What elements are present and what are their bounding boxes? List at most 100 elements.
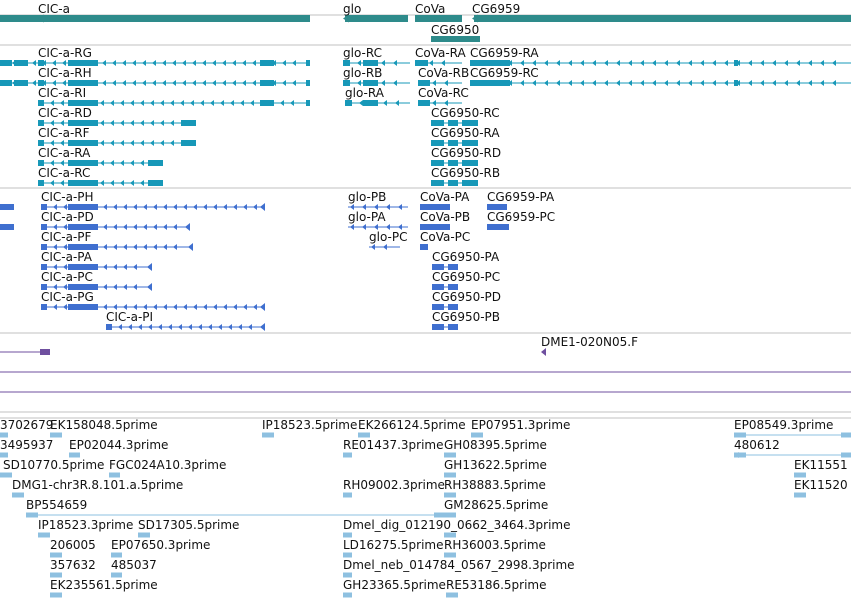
cdna-strand-arrow[interactable] bbox=[43, 204, 47, 210]
cdna-strand-arrow[interactable] bbox=[398, 224, 402, 230]
tx-strand-arrow[interactable] bbox=[50, 140, 54, 146]
label-est-re53186[interactable]: RE53186.5prime bbox=[446, 578, 547, 592]
tx-exon[interactable] bbox=[462, 120, 478, 126]
cdna-strand-arrow[interactable] bbox=[103, 244, 107, 250]
tx-strand-arrow[interactable] bbox=[222, 60, 226, 66]
label-est-485037[interactable]: 485037 bbox=[111, 558, 157, 572]
tx-strand-arrow[interactable] bbox=[676, 60, 680, 66]
label-tx-cic-a-rf[interactable]: CIC-a-RF bbox=[38, 126, 90, 140]
cdna-strand-arrow[interactable] bbox=[103, 224, 107, 230]
cdna-cg6959-exon[interactable] bbox=[487, 204, 507, 210]
est-block[interactable] bbox=[50, 592, 62, 598]
tx-exon[interactable] bbox=[181, 120, 196, 126]
tx-strand-arrow[interactable] bbox=[80, 100, 84, 106]
tx-strand-arrow[interactable] bbox=[50, 100, 54, 106]
cdna-strand-arrow[interactable] bbox=[198, 324, 202, 330]
cdna-strand-arrow[interactable] bbox=[63, 264, 67, 270]
cdna-strand-arrow[interactable] bbox=[163, 304, 167, 310]
est-block[interactable] bbox=[343, 592, 352, 598]
cdna-strand-arrow[interactable] bbox=[123, 264, 127, 270]
cdna-strand-arrow[interactable] bbox=[238, 324, 242, 330]
tx-strand-arrow[interactable] bbox=[92, 80, 96, 86]
tx-strand-arrow[interactable] bbox=[122, 60, 126, 66]
tx-strand-arrow[interactable] bbox=[32, 80, 36, 86]
tx-strand-arrow[interactable] bbox=[532, 80, 536, 86]
cdna-strand-arrow[interactable] bbox=[43, 224, 47, 230]
label-est-gm28625[interactable]: GM28625.5prime bbox=[444, 498, 549, 512]
tx-strand-arrow[interactable] bbox=[432, 100, 436, 106]
tx-strand-arrow[interactable] bbox=[796, 80, 800, 86]
tx-strand-arrow[interactable] bbox=[220, 100, 224, 106]
est-block[interactable] bbox=[444, 552, 456, 558]
tx-strand-arrow[interactable] bbox=[604, 60, 608, 66]
tx-strand-arrow[interactable] bbox=[130, 160, 134, 166]
label-est-ek11520[interactable]: EK11520 bbox=[794, 478, 848, 492]
cdna-strand-arrow[interactable] bbox=[133, 224, 137, 230]
cdna-strand-arrow[interactable] bbox=[53, 224, 57, 230]
cdna-strand-arrow[interactable] bbox=[103, 264, 107, 270]
cdna-cg6959-exon[interactable] bbox=[487, 224, 509, 230]
tx-strand-arrow[interactable] bbox=[616, 80, 620, 86]
tx-strand-arrow[interactable] bbox=[688, 60, 692, 66]
label-cdna-glo-pa[interactable]: glo-PA bbox=[348, 210, 386, 224]
tx-strand-arrow[interactable] bbox=[357, 80, 361, 86]
cdna-strand-arrow[interactable] bbox=[103, 204, 107, 210]
tx-strand-arrow[interactable] bbox=[232, 60, 236, 66]
est-block[interactable] bbox=[444, 532, 456, 538]
cdna-strand-arrow[interactable] bbox=[233, 304, 237, 310]
cdna-strand-arrow[interactable] bbox=[133, 264, 137, 270]
tx-strand-arrow[interactable] bbox=[90, 180, 94, 186]
est-block[interactable] bbox=[343, 552, 352, 558]
tx-strand-arrow[interactable] bbox=[140, 100, 144, 106]
cdna-strand-arrow[interactable] bbox=[113, 244, 117, 250]
est-block[interactable] bbox=[0, 472, 12, 478]
cdna-strand-arrow[interactable] bbox=[243, 304, 247, 310]
cdna-strand-arrow[interactable] bbox=[103, 304, 107, 310]
label-cdna-glo-pb[interactable]: glo-PB bbox=[348, 190, 387, 204]
label-est-ep02044[interactable]: EP02044.3prime bbox=[69, 438, 169, 452]
tx-strand-arrow[interactable] bbox=[272, 80, 276, 86]
label-est-ip18523-a[interactable]: IP18523.5prime bbox=[262, 418, 358, 432]
gene-arrow-glo[interactable] bbox=[343, 14, 349, 23]
cdna-strand-arrow[interactable] bbox=[371, 244, 375, 250]
cdna-strand-arrow[interactable] bbox=[133, 244, 137, 250]
tx-strand-arrow[interactable] bbox=[712, 60, 716, 66]
label-cdna-cic-a-pg[interactable]: CIC-a-PG bbox=[41, 290, 94, 304]
tx-exon[interactable] bbox=[148, 160, 163, 166]
tx-strand-arrow[interactable] bbox=[544, 80, 548, 86]
tx-exon[interactable] bbox=[343, 80, 350, 86]
tx-strand-arrow[interactable] bbox=[120, 140, 124, 146]
tx-strand-arrow[interactable] bbox=[150, 100, 154, 106]
cdna-exon[interactable] bbox=[448, 324, 458, 330]
tx-strand-arrow[interactable] bbox=[640, 80, 644, 86]
tx-exon[interactable] bbox=[415, 60, 428, 66]
cdna-strand-arrow[interactable] bbox=[63, 284, 67, 290]
cdna-strand-arrow[interactable] bbox=[53, 284, 57, 290]
cdna-exon[interactable] bbox=[432, 324, 444, 330]
cdna-strand-arrow[interactable] bbox=[143, 304, 147, 310]
tx-strand-arrow[interactable] bbox=[22, 80, 26, 86]
tx-strand-arrow[interactable] bbox=[80, 120, 84, 126]
est-block[interactable] bbox=[734, 432, 746, 438]
est-block[interactable] bbox=[26, 512, 38, 518]
cdna-strand-arrow[interactable] bbox=[218, 324, 222, 330]
tx-strand-arrow[interactable] bbox=[556, 80, 560, 86]
cdna-strand-arrow[interactable] bbox=[63, 224, 67, 230]
tx-strand-arrow[interactable] bbox=[22, 60, 26, 66]
est-block[interactable] bbox=[446, 592, 458, 598]
tx-strand-arrow[interactable] bbox=[60, 160, 64, 166]
tx-strand-arrow[interactable] bbox=[292, 80, 296, 86]
tx-strand-arrow[interactable] bbox=[381, 60, 385, 66]
tx-strand-arrow[interactable] bbox=[40, 100, 44, 106]
tx-strand-arrow[interactable] bbox=[52, 80, 56, 86]
tx-strand-arrow[interactable] bbox=[100, 140, 104, 146]
tx-strand-arrow[interactable] bbox=[140, 140, 144, 146]
tx-exon[interactable] bbox=[470, 60, 510, 66]
cdna-end-arrow[interactable] bbox=[260, 203, 265, 211]
label-cdna-cg6950-pc[interactable]: CG6950-PC bbox=[432, 270, 501, 284]
cdna-strand-arrow[interactable] bbox=[73, 304, 77, 310]
label-cdna-cg6950-pd[interactable]: CG6950-PD bbox=[432, 290, 502, 304]
tx-strand-arrow[interactable] bbox=[182, 60, 186, 66]
tx-strand-arrow[interactable] bbox=[52, 60, 56, 66]
label-cdna-cova-pb[interactable]: CoVa-PB bbox=[420, 210, 471, 224]
